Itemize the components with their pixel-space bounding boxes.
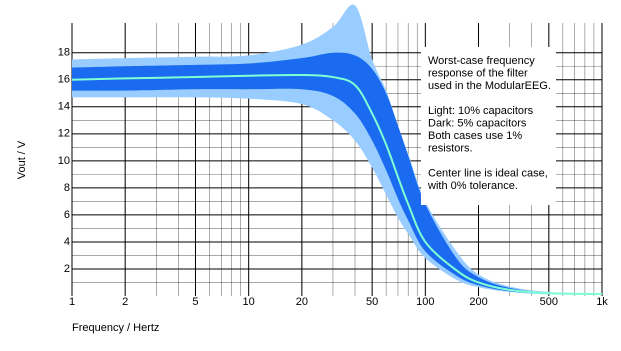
y-axis-label: Vout / V <box>16 140 28 179</box>
x-tick-label: 5 <box>192 296 198 308</box>
x-tick-label: 1k <box>596 296 608 308</box>
annotation-text: Center line is ideal case, <box>428 167 548 179</box>
x-tick-label: 100 <box>416 296 434 308</box>
annotation-text: with 0% tolerance. <box>427 180 518 192</box>
y-tick-label: 16 <box>58 74 70 86</box>
y-tick-label: 6 <box>64 209 70 221</box>
annotation-text: used in the ModularEEG. <box>428 80 551 92</box>
annotation-box <box>421 47 556 205</box>
y-tick-label: 4 <box>64 236 70 248</box>
x-tick-label: 10 <box>243 296 255 308</box>
y-tick-label: 2 <box>64 263 70 275</box>
annotation-text: Dark: 5% capacitors <box>428 117 527 129</box>
tolerance-band <box>72 52 602 295</box>
x-tick-label: 20 <box>296 296 308 308</box>
y-tick-label: 14 <box>58 101 70 113</box>
x-tick-label: 200 <box>469 296 487 308</box>
x-tick-label: 500 <box>540 296 558 308</box>
x-tick-label: 2 <box>122 296 128 308</box>
y-tick-label: 18 <box>58 47 70 59</box>
y-tick-label: 8 <box>64 182 70 194</box>
annotation-text: Both cases use 1% <box>428 130 522 142</box>
annotation-text: resistors. <box>428 142 473 154</box>
x-tick-label: 50 <box>366 296 378 308</box>
y-tick-label: 10 <box>58 155 70 167</box>
annotation-text: Light: 10% capacitors <box>428 105 534 117</box>
center-line <box>71 73 603 295</box>
annotation-text: Worst-case frequency <box>428 55 535 67</box>
annotation-text: response of the filter <box>428 67 528 79</box>
y-tick-label: 12 <box>58 128 70 140</box>
x-tick-label: 1 <box>69 296 75 308</box>
x-axis-label: Frequency / Hertz <box>72 322 159 334</box>
